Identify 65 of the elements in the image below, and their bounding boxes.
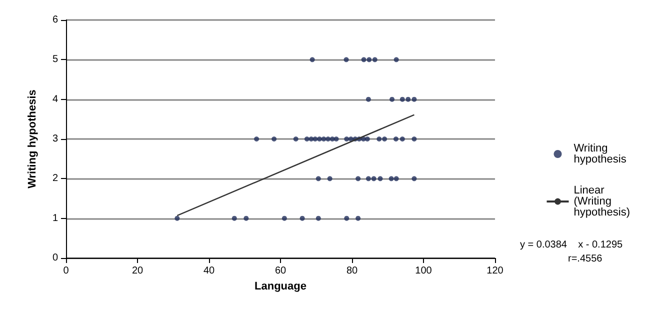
point [254, 136, 260, 142]
x-tick-label: 40 [203, 266, 215, 276]
point [366, 96, 371, 102]
legend-label: Linear (Writing hypothesis) [574, 184, 630, 218]
point [316, 176, 321, 182]
point [412, 136, 417, 142]
point [366, 176, 371, 182]
point [232, 216, 237, 221]
point [376, 136, 382, 142]
point [356, 176, 361, 182]
point [378, 176, 383, 182]
point [371, 176, 376, 182]
point [316, 216, 321, 221]
point [310, 57, 315, 62]
point [372, 57, 378, 62]
point [327, 176, 332, 182]
point [400, 96, 405, 102]
point [394, 176, 399, 182]
point [300, 216, 305, 221]
y-tick-label: 3 [52, 134, 58, 144]
point [344, 57, 349, 62]
point [390, 96, 395, 102]
y-tick-label: 1 [52, 212, 58, 224]
point [382, 136, 388, 142]
text: y = 0.0384 x - 0.1295 [520, 240, 624, 250]
point [400, 136, 405, 142]
point [316, 136, 322, 142]
point [364, 136, 370, 142]
point [321, 136, 326, 142]
x-tick-label: 60 [274, 266, 286, 276]
y-tick-label: 2 [52, 173, 58, 184]
x-tick-label: 20 [132, 266, 144, 276]
point [282, 216, 287, 221]
point [412, 176, 417, 182]
point [344, 136, 350, 142]
point [174, 216, 180, 221]
point [388, 176, 394, 182]
y-tick-label: 0 [52, 252, 58, 264]
text: r=.4556 [568, 254, 603, 264]
point [406, 96, 411, 102]
point [394, 57, 399, 62]
y-tick-label: 4 [52, 94, 58, 105]
y-tick-label: 5 [52, 54, 58, 66]
x-tick-label: 80 [346, 266, 358, 276]
x-tick-label: 0 [63, 266, 70, 276]
x-tick-label: 120 [486, 266, 504, 276]
point [393, 136, 398, 142]
point [244, 216, 249, 221]
point [356, 216, 361, 221]
y-axis-title: Writing hypothesis [26, 90, 38, 188]
point [326, 136, 331, 142]
x-axis-title: Language [254, 280, 306, 292]
point [293, 136, 298, 142]
legend-label: Writing hypothesis [574, 142, 627, 166]
x-tick-label: 100 [415, 266, 432, 276]
point [412, 96, 417, 102]
point [334, 136, 339, 142]
point [312, 136, 318, 142]
point [272, 136, 277, 142]
point [344, 216, 350, 221]
point [304, 136, 310, 142]
y-tick-label: 6 [52, 14, 58, 26]
point [308, 136, 314, 142]
point [366, 57, 372, 62]
point [361, 57, 366, 62]
